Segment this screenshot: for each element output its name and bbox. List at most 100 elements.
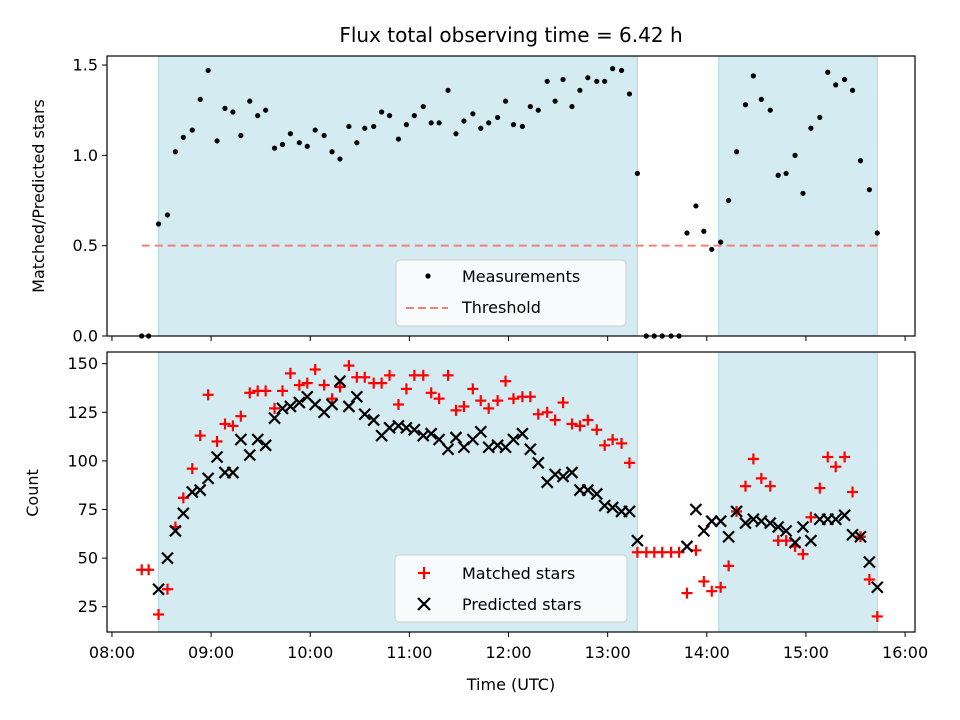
matched-star-point [235,410,247,422]
predicted-star-stroke-b [251,433,264,446]
x-tick-label: 11:00 [386,643,432,662]
predicted-star-stroke-b [152,582,165,596]
predicted-star-point [516,427,529,440]
measurement-point [230,109,236,115]
measurement-point [742,102,749,108]
measurement-point [849,87,856,93]
y-tick-label: 0.5 [73,236,98,255]
predicted-star-stroke-b [796,520,810,534]
top-legend: Measurements Threshold [395,259,627,327]
matched-star-point [599,439,611,451]
measurement-point [445,87,451,93]
measurement-point [337,156,343,162]
measurement-point [825,69,831,75]
y-tick-label: 50 [78,549,98,568]
measurement-point [214,138,220,144]
predicted-star-stroke-b [308,398,322,411]
predicted-star-stroke-b [680,540,694,553]
predicted-star-stroke-b [697,524,711,538]
matched-star-point [450,404,462,416]
predicted-star-point [251,433,264,446]
predicted-star-stroke-b [342,400,356,413]
top-panel: 0.0 0.5 1.0 1.5 Flux total observing time =… [29,23,916,346]
matched-star-point [227,420,239,432]
measurement-point [279,141,286,148]
matched-star-point [276,385,288,397]
predicted-star-point [697,524,711,538]
measurement-point [263,107,269,113]
predicted-star-point [449,431,463,444]
predicted-star-stroke-b [300,390,314,404]
predicted-star-stroke-b [333,374,347,388]
matched-star-point [143,564,155,576]
legend-measurements-marker [425,273,431,279]
predicted-star-point [243,448,257,462]
predicted-star-point [350,390,364,404]
predicted-star-stroke-b [408,423,421,437]
measurement-point [189,127,195,133]
matched-star-point [549,414,561,426]
measurement-point [155,221,162,227]
predicted-star-stroke-b [293,396,306,409]
matched-star-point [161,583,173,595]
predicted-star-stroke-b [193,483,207,497]
measurement-point [544,78,550,84]
predicted-star-point [342,400,356,413]
legend-matched-label: Matched stars [462,564,575,583]
predicted-star-stroke-b [161,551,174,565]
predicted-star-point [193,483,207,497]
predicted-star-point [631,534,644,547]
matched-star-point [747,453,759,465]
predicted-star-stroke-b [325,398,339,411]
y-tick-label: 125 [67,403,98,422]
predicted-star-point [838,509,851,522]
matched-star-point [780,535,792,547]
measurement-point [411,113,417,119]
matched-star-point [871,610,883,622]
shaded-span-1 [718,55,878,337]
predicted-star-stroke-b [226,466,240,479]
predicted-star-point [367,413,380,427]
measurement-point [800,190,806,196]
legend-matched-marker [418,567,430,579]
matched-star-point [260,385,272,397]
matched-star-point [309,364,321,375]
matched-star-point [591,424,603,436]
matched-star-point [392,399,404,410]
matched-star-point [318,379,330,391]
predicted-star-point [854,530,867,544]
matched-star-point [475,395,487,407]
measurement-point [172,149,179,155]
bottom-axes-frame [106,351,916,633]
measurement-point [833,82,839,88]
measurement-point [726,197,732,204]
predicted-star-stroke-b [804,534,818,547]
predicted-star-stroke-b [358,407,372,421]
matched-star-point [814,482,826,494]
matched-star-point [532,408,544,420]
measurement-point [775,172,781,178]
predicted-star-point [788,536,802,549]
x-tick-label: 16:00 [882,643,928,662]
predicted-star-stroke-b [788,536,802,549]
predicted-star-stroke-b [268,411,281,425]
measurement-point [304,143,310,149]
top-y-axis-title: Matched/Predicted stars [29,99,48,293]
predicted-star-stroke-b [201,472,215,485]
measurement-point [684,230,690,236]
matched-star-point [739,480,751,492]
predicted-star-point [714,514,727,528]
measurement-point [312,127,318,133]
predicted-star-point [441,442,455,456]
matched-star-point [681,587,693,599]
matched-star-point [425,387,437,399]
measurement-point [371,123,377,130]
matched-star-point [326,393,338,405]
predicted-star-point [565,466,579,479]
measurement-point [758,96,764,102]
measurement-point [626,91,633,97]
predicted-star-point [804,534,818,547]
measurement-point [519,123,526,130]
matched-star-point [458,400,470,412]
matched-star-point [400,383,412,395]
